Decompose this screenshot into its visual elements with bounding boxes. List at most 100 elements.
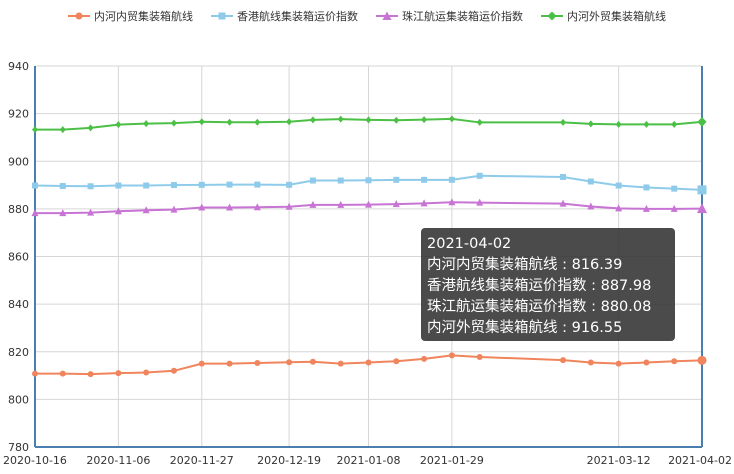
- data-point: [587, 120, 594, 128]
- y-tick-label: 800: [8, 393, 29, 406]
- data-point: [671, 358, 678, 365]
- data-point: [365, 177, 372, 184]
- data-point: [31, 209, 39, 217]
- data-point: [87, 124, 94, 132]
- data-point: [115, 182, 122, 189]
- data-point: [476, 198, 484, 206]
- data-point: [254, 359, 261, 366]
- data-point: [32, 182, 38, 189]
- data-point: [393, 358, 400, 365]
- data-point: [615, 120, 622, 128]
- y-tick-label: 860: [8, 251, 29, 264]
- data-point: [420, 199, 428, 207]
- tooltip-line-2: 香港航线集装箱运价指数 : 887.98: [427, 278, 652, 294]
- data-point: [143, 120, 150, 128]
- data-point: [587, 359, 594, 366]
- data-point: [59, 126, 66, 134]
- data-point: [87, 208, 95, 216]
- y-tick-label: 780: [8, 441, 29, 454]
- data-point: [697, 203, 707, 214]
- series-lines: [31, 115, 707, 378]
- data-point: [254, 118, 261, 126]
- data-point: [643, 120, 650, 128]
- legend-label: 内河内贸集装箱航线: [94, 10, 193, 23]
- legend-item-hongkong[interactable]: 香港航线集装箱运价指数: [211, 8, 358, 24]
- data-point: [198, 203, 206, 211]
- data-point: [115, 370, 122, 377]
- data-point: [615, 360, 622, 367]
- data-point: [198, 360, 205, 367]
- data-point: [393, 176, 400, 183]
- tooltip-line-3: 珠江航运集装箱运价指数 : 880.08: [427, 299, 652, 315]
- data-point: [448, 352, 455, 359]
- y-tick-label: 920: [8, 108, 29, 121]
- data-tooltip: 2021-04-02 内河内贸集装箱航线 : 816.39 香港航线集装箱运价指…: [421, 228, 675, 341]
- data-point: [59, 370, 66, 377]
- legend-item-inland-foreign[interactable]: 内河外贸集装箱航线: [541, 8, 666, 24]
- data-point: [615, 182, 622, 189]
- legend-circle-icon: [68, 12, 90, 20]
- data-point: [87, 371, 94, 378]
- x-tick-label: 2020-11-06: [86, 454, 150, 467]
- tooltip-line-1: 内河内贸集装箱航线 : 816.39: [427, 257, 623, 273]
- data-point: [560, 173, 567, 180]
- data-point: [697, 116, 707, 127]
- data-point: [170, 367, 177, 374]
- y-tick-label: 940: [8, 60, 29, 73]
- data-point: [448, 198, 456, 206]
- data-point: [421, 355, 428, 362]
- axes: 780 800 820 840 860 880 900 920 940 2020-10-16 202…: [3, 60, 732, 467]
- data-point: [392, 200, 400, 208]
- x-tick-label: 2021-01-08: [337, 454, 401, 467]
- data-point: [615, 204, 623, 212]
- data-point: [143, 369, 150, 376]
- data-point: [32, 126, 38, 134]
- data-point: [560, 118, 567, 126]
- data-point: [59, 209, 67, 217]
- x-tick-label: 2020-11-27: [170, 454, 234, 467]
- data-point: [560, 357, 567, 364]
- data-point: [226, 203, 234, 211]
- data-point: [448, 115, 455, 123]
- data-point: [309, 200, 317, 208]
- data-point: [285, 202, 293, 210]
- data-point: [142, 206, 150, 214]
- data-point: [198, 181, 205, 188]
- data-point: [697, 185, 707, 195]
- data-point: [337, 115, 344, 123]
- legend-item-pearl-river[interactable]: 珠江航运集装箱运价指数: [376, 8, 523, 24]
- data-point: [226, 360, 233, 367]
- data-point: [587, 202, 595, 210]
- data-point: [170, 205, 178, 213]
- data-point: [643, 359, 650, 366]
- legend-item-inland-domestic[interactable]: 内河内贸集装箱航线: [68, 8, 193, 24]
- y-tick-label: 820: [8, 346, 29, 359]
- data-point: [254, 181, 261, 188]
- data-point: [115, 121, 122, 129]
- data-point: [697, 355, 707, 365]
- data-point: [421, 116, 428, 124]
- data-point: [671, 120, 678, 128]
- data-point: [309, 358, 316, 365]
- x-tick-label: 2020-10-16: [3, 454, 67, 467]
- tooltip-line-4: 内河外贸集装箱航线 : 916.55: [427, 320, 623, 336]
- data-point: [170, 119, 177, 127]
- data-point: [286, 359, 293, 366]
- data-point: [253, 203, 261, 211]
- data-point: [114, 207, 122, 215]
- data-point: [87, 183, 94, 190]
- data-point: [309, 116, 316, 124]
- data-point: [393, 116, 400, 124]
- data-point: [32, 370, 38, 377]
- tooltip-date: 2021-04-02: [427, 236, 512, 252]
- data-point: [421, 176, 428, 183]
- data-point: [309, 177, 316, 184]
- data-point: [587, 178, 594, 185]
- legend-label: 内河外贸集装箱航线: [567, 10, 666, 23]
- data-point: [671, 185, 678, 192]
- data-point: [476, 118, 483, 126]
- data-point: [448, 176, 455, 183]
- data-point: [365, 359, 372, 366]
